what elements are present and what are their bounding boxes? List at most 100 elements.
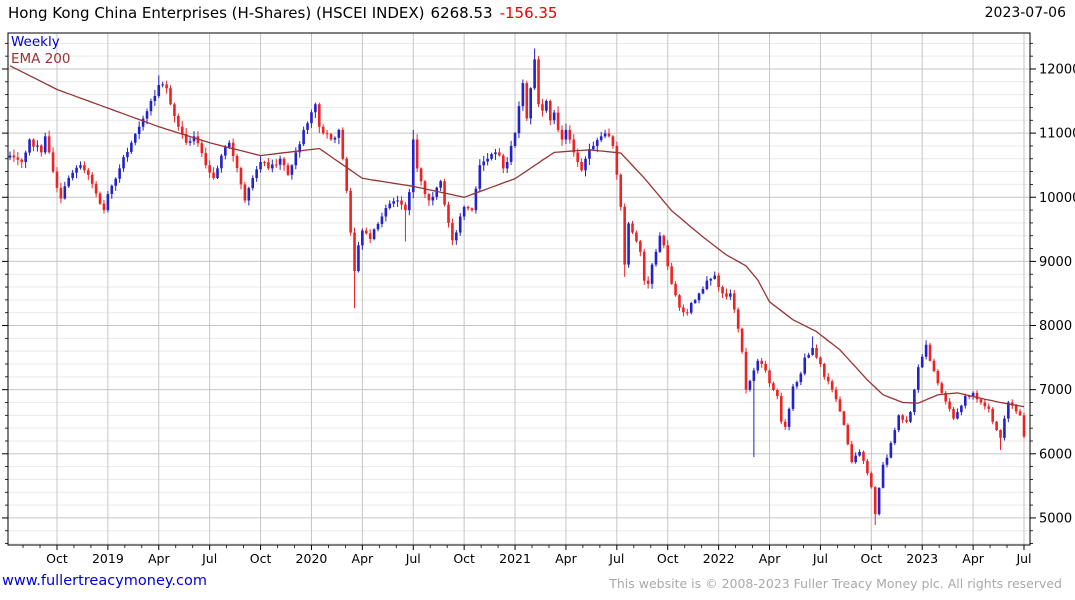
up-candle-body <box>357 245 360 272</box>
up-candle-body <box>388 203 392 209</box>
down-candle-body <box>345 158 348 191</box>
x-tick-label: 2022 <box>703 551 735 566</box>
up-candle-body <box>361 230 364 246</box>
up-candle-body <box>889 443 893 458</box>
x-tick-label: 2019 <box>92 551 124 566</box>
site-link[interactable]: www.fullertreacymoney.com <box>2 573 207 589</box>
up-candle-body <box>592 145 595 150</box>
up-candle-body <box>701 288 705 294</box>
up-candle-body <box>431 196 435 201</box>
up-candle-body <box>713 275 717 279</box>
down-candle-body <box>948 401 951 409</box>
up-candle-body <box>145 111 149 119</box>
down-candle-body <box>368 233 372 239</box>
down-candle-body <box>541 104 544 111</box>
down-candle-body <box>470 208 474 211</box>
up-candle-body <box>960 405 963 413</box>
down-candle-body <box>901 415 904 420</box>
up-candle-body <box>110 185 114 195</box>
down-candle-body <box>928 344 932 361</box>
down-candle-body <box>607 133 611 137</box>
down-candle-body <box>932 360 936 372</box>
up-candle-body <box>482 161 486 166</box>
up-candle-body <box>392 201 395 204</box>
up-candle-body <box>517 106 521 134</box>
up-candle-body <box>251 178 255 189</box>
up-candle-body <box>564 129 568 140</box>
down-candle-body <box>364 230 368 234</box>
up-candle-body <box>752 370 756 381</box>
down-candle-body <box>866 460 869 474</box>
down-candle-body <box>32 139 35 147</box>
up-candle-body <box>122 157 125 169</box>
y-tick-label: 7000 <box>1039 383 1072 398</box>
up-candle-body <box>153 95 157 102</box>
up-candle-body <box>494 152 497 155</box>
down-candle-body <box>263 161 266 163</box>
down-candle-body <box>466 206 470 209</box>
down-candle-body <box>404 204 407 211</box>
y-tick-label: 11000 <box>1039 127 1075 142</box>
down-candle-body <box>400 200 403 205</box>
down-candle-body <box>975 392 979 400</box>
down-candle-body <box>1014 405 1018 412</box>
up-candle-body <box>505 161 509 169</box>
down-candle-body <box>776 390 779 397</box>
down-candle-body <box>826 376 830 382</box>
down-candle-body <box>83 165 86 171</box>
down-candle-body <box>537 59 540 105</box>
up-candle-body <box>396 200 399 202</box>
down-candle-body <box>870 473 873 488</box>
up-candle-body <box>909 412 912 422</box>
down-candle-body <box>212 172 215 179</box>
x-tick-label: 2020 <box>296 551 328 566</box>
down-candle-body <box>94 183 98 194</box>
down-candle-body <box>642 251 646 281</box>
up-candle-body <box>8 155 12 158</box>
down-candle-body <box>979 399 983 403</box>
up-candle-body <box>439 181 442 188</box>
up-candle-body <box>114 178 118 186</box>
down-candle-body <box>721 287 724 294</box>
down-candle-body <box>165 84 168 89</box>
up-candle-body <box>654 251 658 265</box>
up-candle-body <box>893 430 897 444</box>
down-candle-body <box>779 396 783 422</box>
plot-border <box>7 32 1031 546</box>
up-candle-body <box>799 373 803 383</box>
up-candle-body <box>106 194 110 211</box>
down-candle-body <box>204 153 208 166</box>
down-candle-body <box>59 187 63 199</box>
up-candle-body <box>881 464 885 488</box>
up-candle-body <box>36 145 39 147</box>
down-candle-body <box>90 174 94 184</box>
up-candle-body <box>255 169 258 179</box>
down-candle-body <box>862 451 865 461</box>
up-candle-body <box>603 133 607 137</box>
down-candle-body <box>12 155 16 158</box>
up-candle-body <box>693 300 697 304</box>
price-change: -156.35 <box>499 4 558 22</box>
down-candle-body <box>819 357 822 365</box>
down-candle-body <box>682 307 685 313</box>
up-candle-body <box>963 396 967 406</box>
down-candle-body <box>999 429 1002 438</box>
up-candle-body <box>333 137 337 140</box>
down-candle-body <box>725 293 728 297</box>
timeframe-label: Weekly <box>11 34 60 50</box>
down-candle-body <box>830 381 834 390</box>
x-tick-label: Jul <box>201 551 217 566</box>
x-tick-label: Jul <box>405 551 421 566</box>
down-candle-body <box>967 396 971 398</box>
down-candle-body <box>783 421 787 427</box>
up-candle-body <box>306 123 309 130</box>
up-candle-body <box>372 229 376 239</box>
x-tick-label: Jul <box>608 551 624 566</box>
down-candle-body <box>55 171 59 188</box>
up-candle-body <box>75 167 78 173</box>
down-candle-body <box>768 370 771 384</box>
up-candle-body <box>314 104 317 113</box>
down-candle-body <box>646 280 650 284</box>
up-candle-body <box>529 88 533 119</box>
down-candle-body <box>772 383 775 391</box>
